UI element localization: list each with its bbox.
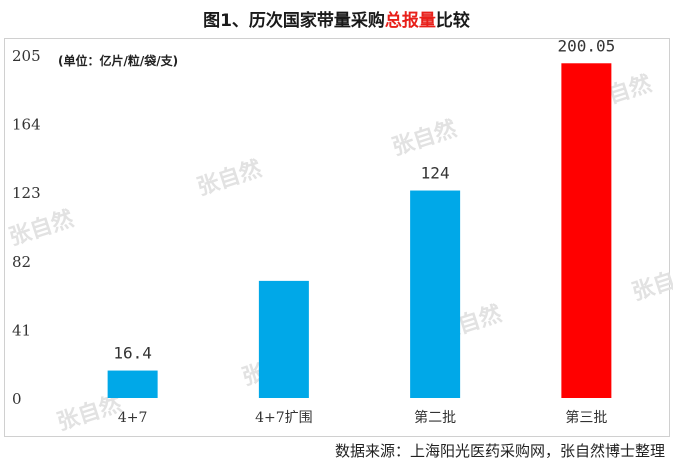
y-tick-label: 205 <box>12 47 41 65</box>
y-tick-label: 123 <box>12 184 41 202</box>
bar-2 <box>410 190 461 398</box>
chart-title: 图1、历次国家带量采购总报量比较 <box>0 6 673 31</box>
source-note: 数据来源：上海阳光医药采购网，张自然博士整理 <box>334 442 665 460</box>
bar-0 <box>107 370 158 398</box>
title-prefix: 图1、历次国家带量采购 <box>203 11 385 31</box>
category-label-3: 第三批 <box>565 409 607 426</box>
category-label-0: 4+7 <box>118 410 148 426</box>
watermark-0: 张自然 <box>6 206 77 251</box>
category-label-2: 第二批 <box>414 409 456 426</box>
title-highlight: 总报量 <box>384 11 436 31</box>
y-tick-label: 0 <box>12 390 22 408</box>
y-tick-label: 164 <box>12 116 41 134</box>
data-label-2: 124 <box>421 164 450 183</box>
title-suffix: 比较 <box>435 11 470 31</box>
watermark-2: 张自然 <box>389 116 460 161</box>
y-tick-label: 41 <box>12 321 31 339</box>
bar-1 <box>258 280 309 398</box>
data-label-0: 16.4 <box>113 344 152 363</box>
unit-note: (单位：亿片/粒/袋/支) <box>58 54 179 68</box>
chart-frame <box>4 38 670 437</box>
y-tick-label: 82 <box>12 253 31 271</box>
watermark-1: 张自然 <box>194 156 265 201</box>
category-label-1: 4+7扩围 <box>255 410 313 426</box>
watermark-4: 张自然 <box>629 261 673 306</box>
data-label-3: 200.05 <box>557 36 615 55</box>
bar-3 <box>561 63 612 398</box>
